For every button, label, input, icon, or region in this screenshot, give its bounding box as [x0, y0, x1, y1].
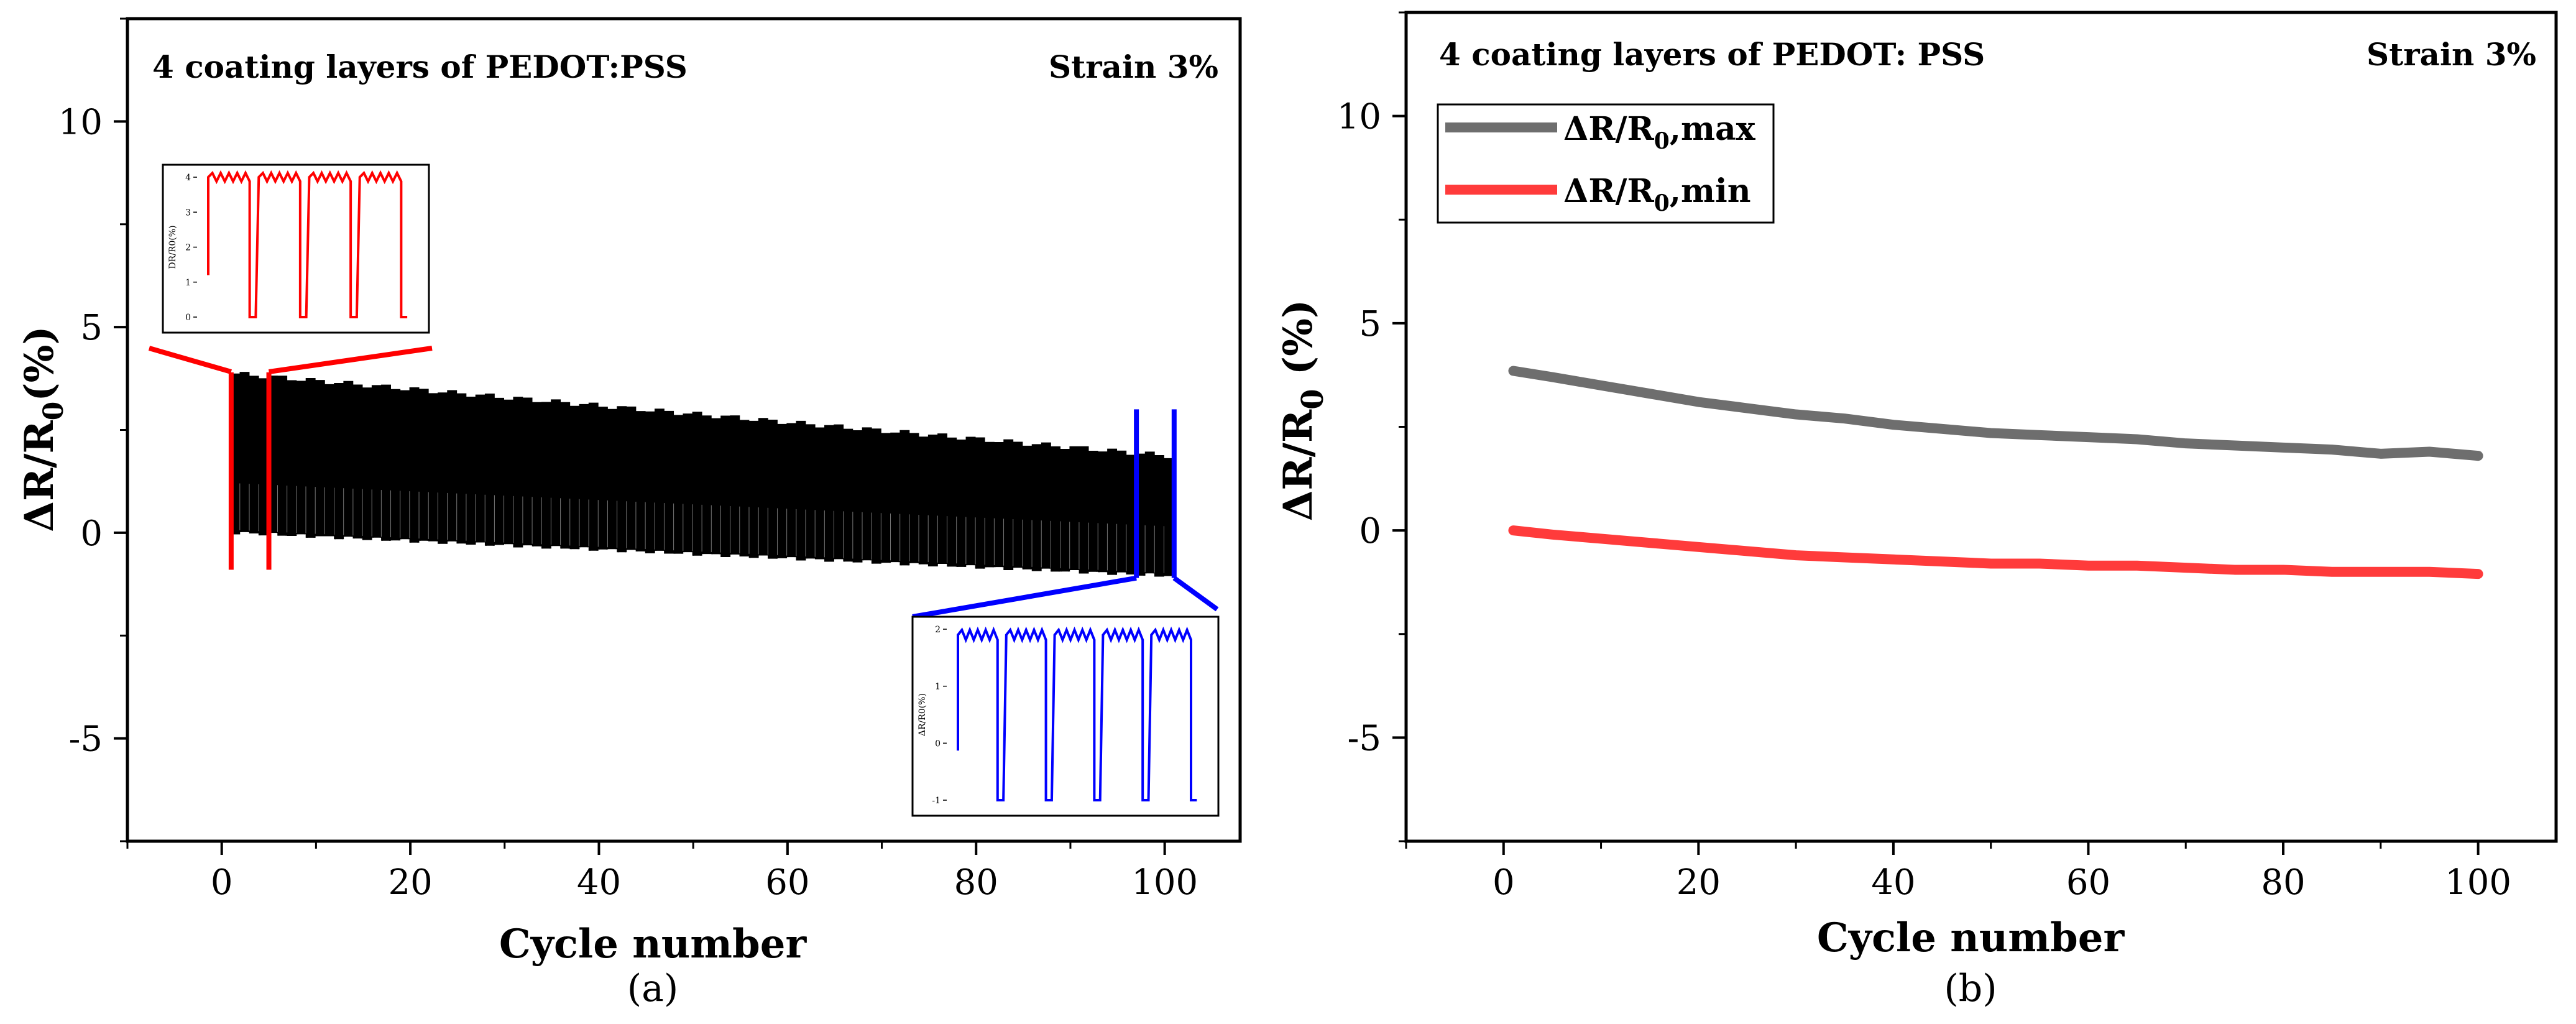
legend-label-max: ΔR/R0,max	[1563, 110, 1756, 154]
inset-blue-waveform	[957, 626, 1197, 801]
panel-a-annotation-left: 4 coating layers of PEDOT:PSS	[152, 48, 688, 85]
inset-blue-y-label: ΔR/R0(%)	[918, 693, 927, 736]
panel-b-data	[1508, 366, 2483, 579]
panel-b-y-tick-label: 5	[1359, 304, 1381, 344]
legend: ΔR/R0,max ΔR/R0,min	[1437, 103, 1775, 224]
panel-a-cycle-signal	[230, 372, 1174, 577]
inset-red-y-tick-label: 0	[185, 313, 191, 323]
panel-a-y-title-sub: 0	[38, 402, 70, 421]
panel-b-x-tick-label: 0	[1493, 862, 1515, 903]
inset-red-y-tick-label: 2	[185, 243, 191, 253]
panel-a-x-axis-title: Cycle number	[499, 921, 807, 967]
legend-min-main: ΔR/R	[1563, 172, 1655, 210]
inset-red-y-tick-label: 3	[185, 208, 191, 218]
legend-label-min: ΔR/R0,min	[1563, 172, 1751, 216]
panel-b-x-axis-title: Cycle number	[1817, 915, 2125, 961]
inset-red-connector	[148, 346, 232, 374]
inset-blue-frame	[911, 616, 1220, 817]
panel-b-x-tick-label: 40	[1871, 862, 1915, 903]
panel-a-x-tick-label: 20	[388, 862, 432, 903]
panel-b-series-max-line	[1508, 366, 2483, 461]
panel-b-x-tick-label: 100	[2445, 862, 2511, 903]
panel-a-y-tick-label: 5	[80, 308, 103, 348]
panel-a-data	[228, 372, 1177, 578]
inset-blue-y-tick-label: -1	[932, 796, 941, 806]
panel-b-y-title-main: ΔR/R	[1275, 409, 1322, 521]
panel-b-label: (b)	[1944, 967, 1997, 1010]
panel-b: 0 20 40 60 80 100 -5 0 5 10 4 coating layers of P…	[1275, 11, 2558, 1010]
panel-b-ticks: 0 20 40 60 80 100 -5 0 5 10	[1337, 11, 2511, 903]
inset-blue-connector	[1172, 576, 1219, 612]
panel-b-frame	[1404, 11, 2558, 843]
panel-a-y-title-main: ΔR/R	[16, 420, 63, 532]
legend-min-sub: 0	[1654, 190, 1670, 216]
panel-b-y-tick-label: 10	[1337, 97, 1381, 137]
inset-blue-y-tick-label: 2	[935, 625, 941, 635]
inset-red-y-label: DR/R0(%)	[168, 225, 178, 269]
panel-b-y-title-tail: (%)	[1275, 300, 1322, 389]
panel-b-y-axis-title: ΔR/R0 (%)	[1275, 300, 1330, 521]
inset-red: 4 3 2 1 0 DR/R0(%)	[148, 164, 433, 374]
inset-red-y-tick-label: 4	[185, 173, 191, 183]
inset-red-waveform	[207, 170, 408, 318]
panel-a-label: (a)	[627, 967, 679, 1010]
inset-red-y-tick-label: 1	[185, 278, 191, 288]
inset-blue-connector	[912, 575, 1137, 619]
panel-a-y-title-tail: (%)	[16, 326, 63, 401]
panel-a-y-tick-label: 0	[80, 514, 103, 554]
legend-min-tail: ,min	[1670, 172, 1751, 210]
inset-blue-y-tick-label: 1	[935, 682, 941, 692]
inset-red-connector	[268, 346, 433, 374]
legend-max-tail: ,max	[1670, 110, 1756, 148]
panel-b-x-tick-label: 80	[2261, 862, 2305, 903]
legend-max-sub: 0	[1654, 128, 1670, 154]
panel-a-y-tick-label: -5	[68, 719, 103, 760]
panel-a-x-tick-label: 60	[765, 862, 809, 903]
panel-a-y-tick-label: 10	[58, 102, 103, 142]
panel-a-y-axis-title: ΔR/R0(%)	[16, 326, 70, 532]
panel-b-annotation-right: Strain 3%	[2367, 36, 2536, 73]
panel-b-y-tick-label: 0	[1359, 511, 1381, 551]
panel-b-x-tick-label: 60	[2066, 862, 2110, 903]
panel-b-series-min-line	[1508, 525, 2483, 579]
inset-blue: 2 1 0 -1 ΔR/R0(%)	[911, 575, 1220, 817]
panel-b-annotation-left: 4 coating layers of PEDOT: PSS	[1439, 36, 1985, 73]
legend-max-main: ΔR/R	[1563, 110, 1655, 148]
panel-b-y-title-sub: 0	[1295, 389, 1330, 409]
inset-red-frame	[162, 164, 430, 334]
inset-blue-y-tick-label: 0	[935, 739, 941, 749]
panel-b-y-tick-label: -5	[1347, 718, 1381, 759]
panel-a-x-tick-label: 100	[1131, 862, 1198, 903]
panel-a-x-tick-label: 0	[211, 862, 233, 903]
panel-b-x-tick-label: 20	[1677, 862, 1721, 903]
panel-a-x-tick-label: 80	[954, 862, 998, 903]
panel-a-x-tick-label: 40	[577, 862, 621, 903]
panel-a-annotation-right: Strain 3%	[1049, 48, 1218, 85]
